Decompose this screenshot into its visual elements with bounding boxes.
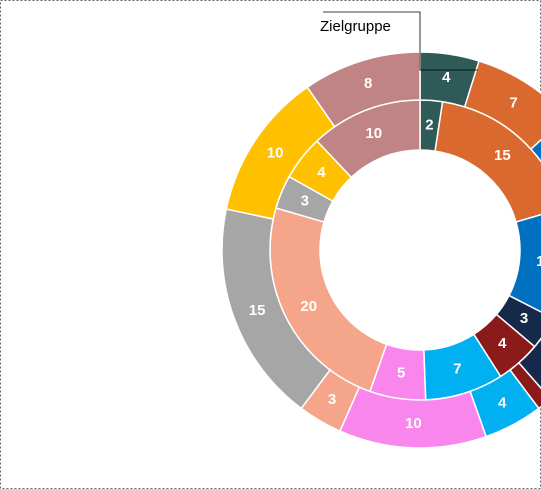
donut-segment (463, 60, 541, 151)
segment-label: 4 (498, 335, 507, 352)
segment-label: 3 (328, 391, 336, 408)
segment-label: 7 (509, 94, 517, 111)
donut-segment (529, 138, 541, 163)
segment-label: 10 (365, 125, 382, 142)
segment-label: 8 (364, 75, 372, 92)
donut-segment (508, 213, 541, 313)
segment-label: 20 (300, 298, 317, 315)
annotation: Zielgruppe (320, 18, 391, 35)
segment-label: 4 (442, 69, 451, 86)
segment-label: 3 (301, 193, 309, 210)
segment-label: 7 (453, 360, 461, 377)
segment-label: 4 (317, 164, 326, 181)
segment-label: 15 (494, 147, 511, 164)
annotation-leader (323, 11, 478, 71)
segment-label: 15 (249, 302, 266, 319)
segment-label: 4 (498, 394, 507, 411)
segment-label: 10 (405, 415, 422, 432)
segment-label: 3 (520, 310, 528, 327)
segment-label: 10 (536, 253, 541, 270)
segment-label: 10 (267, 145, 284, 162)
segment-label: 2 (425, 116, 433, 133)
segment-label: 5 (397, 365, 405, 382)
